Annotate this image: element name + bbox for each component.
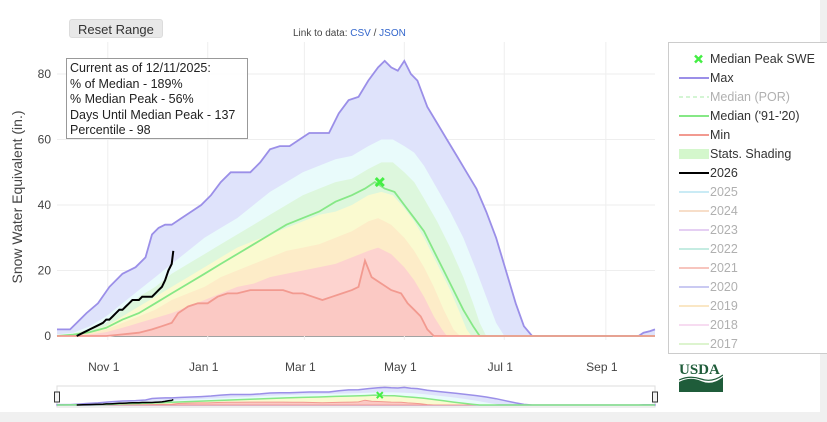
csv-link[interactable]: CSV bbox=[350, 28, 371, 39]
legend-symbol bbox=[679, 96, 709, 98]
legend-label: 2017 bbox=[710, 337, 738, 351]
info-line-date: Current as of 12/11/2025: bbox=[70, 61, 211, 75]
y-tick-label: 20 bbox=[38, 264, 52, 278]
min-line bbox=[57, 257, 655, 337]
y-tick-label: 80 bbox=[38, 67, 52, 81]
legend-item-2021[interactable]: 2021 bbox=[669, 259, 827, 278]
legend-item-2023[interactable]: 2023 bbox=[669, 221, 827, 240]
info-line-pct-median: % of Median - 189% bbox=[70, 76, 183, 91]
usda-logo-text: USDA bbox=[679, 362, 720, 378]
legend-item-2019[interactable]: 2019 bbox=[669, 297, 827, 316]
legend-symbol bbox=[679, 267, 709, 269]
legend: Median Peak SWE Max Median (POR) Median ('9… bbox=[668, 42, 827, 354]
legend-label: Max bbox=[710, 71, 734, 85]
legend-label: 2024 bbox=[710, 204, 738, 218]
y-tick-label: 60 bbox=[38, 133, 52, 147]
legend-label: 2025 bbox=[710, 185, 738, 199]
legend-symbol bbox=[679, 149, 709, 159]
x-tick-label: Nov 1 bbox=[88, 360, 120, 374]
usda-logo-hills bbox=[679, 377, 723, 392]
y-tick-label: 40 bbox=[38, 198, 52, 212]
legend-item-stats-shading[interactable]: Stats. Shading bbox=[669, 145, 827, 164]
current-year-line bbox=[76, 250, 175, 337]
data-links: Link to data: CSV / JSON bbox=[293, 28, 406, 39]
legend-item-2018[interactable]: 2018 bbox=[669, 316, 827, 335]
legend-item-max[interactable]: Max bbox=[669, 69, 827, 88]
legend-symbol bbox=[679, 77, 709, 79]
current-status-box: Current as of 12/11/2025: % of Median - … bbox=[66, 58, 248, 139]
median-line bbox=[56, 181, 655, 337]
x-tick-label: Jul 1 bbox=[488, 360, 514, 374]
legend-symbol bbox=[679, 134, 709, 136]
legend-symbol bbox=[679, 115, 709, 117]
legend-symbol bbox=[679, 305, 709, 307]
min-area bbox=[57, 260, 655, 336]
legend-label: 2020 bbox=[710, 280, 738, 294]
legend-symbol bbox=[679, 229, 709, 231]
legend-label: Median (POR) bbox=[710, 90, 790, 104]
legend-item-2024[interactable]: 2024 bbox=[669, 202, 827, 221]
median-peak-marker bbox=[374, 177, 385, 188]
legend-label: Median ('91-'20) bbox=[710, 109, 800, 123]
max-line bbox=[57, 59, 656, 337]
range-handle-right[interactable] bbox=[652, 391, 658, 403]
legend-symbol bbox=[679, 343, 709, 345]
legend-label: 2026 bbox=[710, 166, 738, 180]
legend-symbol bbox=[679, 210, 709, 212]
legend-label: 2021 bbox=[710, 261, 738, 275]
legend-label: 2022 bbox=[710, 242, 738, 256]
range-slider[interactable] bbox=[54, 385, 658, 408]
legend-symbol bbox=[679, 286, 709, 288]
legend-label: 2018 bbox=[710, 318, 738, 332]
legend-label: Stats. Shading bbox=[710, 147, 792, 161]
x-tick-label: Sep 1 bbox=[586, 360, 618, 374]
legend-label: Median Peak SWE bbox=[710, 52, 815, 66]
info-line-pct-peak: % Median Peak - 56% bbox=[70, 92, 194, 106]
legend-symbol bbox=[694, 54, 703, 64]
chart-container: 0 20 40 60 80 Nov 1 Jan 1 Mar 1 May 1 Jul 1 Sep 1 S… bbox=[0, 0, 827, 412]
usda-logo: USDA bbox=[679, 362, 723, 392]
info-line-percentile: Percentile - 98 bbox=[70, 123, 151, 137]
y-axis-label: Snow Water Equivalent (in.) bbox=[9, 111, 25, 284]
y-tick-label: 0 bbox=[44, 329, 51, 343]
info-line-days-until: Days Until Median Peak - 137 bbox=[70, 107, 236, 122]
legend-item-2026[interactable]: 2026 bbox=[669, 164, 827, 183]
legend-item-min[interactable]: Min bbox=[669, 126, 827, 145]
legend-label: 2023 bbox=[710, 223, 738, 237]
legend-item-median-91-20[interactable]: Median ('91-'20) bbox=[669, 107, 827, 126]
x-tick-label: May 1 bbox=[384, 360, 417, 374]
x-tick-label: Jan 1 bbox=[189, 360, 219, 374]
legend-label: Min bbox=[710, 128, 731, 142]
legend-item-2022[interactable]: 2022 bbox=[669, 240, 827, 259]
reset-range-button[interactable]: Reset Range bbox=[69, 19, 163, 38]
legend-item-median-por[interactable]: Median (POR) bbox=[669, 88, 827, 107]
range-handle-left[interactable] bbox=[54, 391, 60, 403]
json-link[interactable]: JSON bbox=[379, 28, 406, 39]
legend-item-2017[interactable]: 2017 bbox=[669, 335, 827, 353]
legend-label: 2019 bbox=[710, 299, 738, 313]
link-separator: / bbox=[373, 28, 377, 39]
snow-chart: 0 20 40 60 80 Nov 1 Jan 1 Mar 1 May 1 Jul 1 Sep 1 S… bbox=[9, 42, 658, 408]
x-tick-label: Mar 1 bbox=[285, 360, 316, 374]
legend-item-2025[interactable]: 2025 bbox=[669, 183, 827, 202]
legend-item-median-peak-swe[interactable]: Median Peak SWE bbox=[669, 50, 827, 69]
legend-symbol bbox=[679, 248, 709, 250]
legend-symbol bbox=[679, 172, 709, 174]
legend-symbol bbox=[679, 191, 709, 193]
legend-symbol bbox=[679, 324, 709, 326]
link-prefix: Link to data: bbox=[293, 28, 348, 39]
legend-item-2020[interactable]: 2020 bbox=[669, 278, 827, 297]
